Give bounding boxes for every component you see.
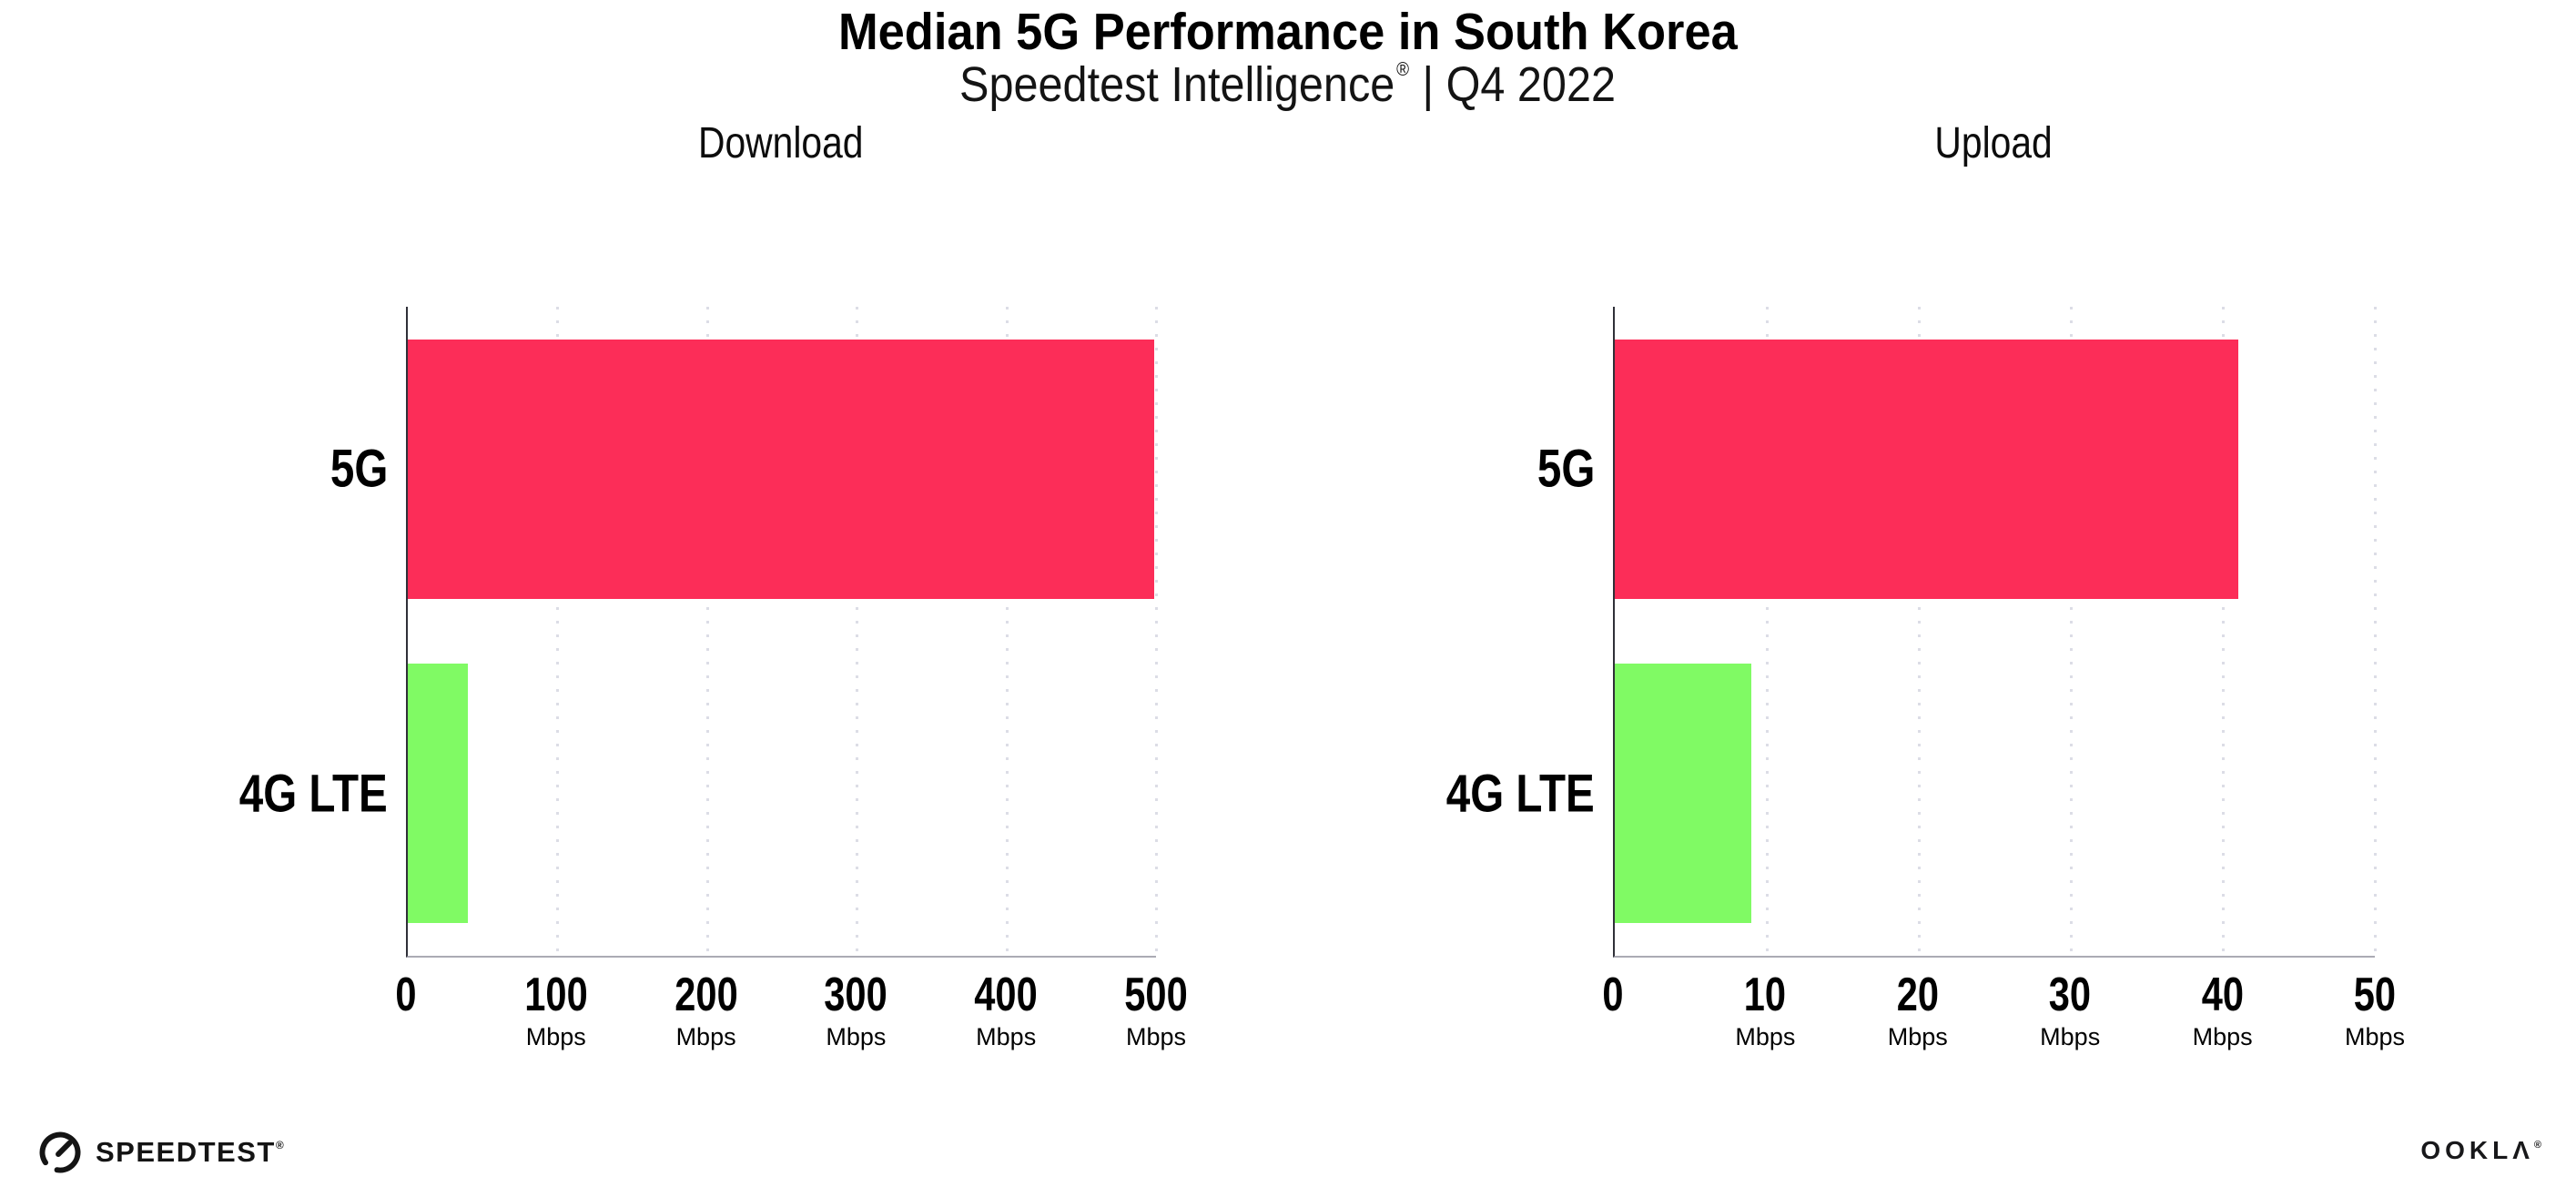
x-tick: 300 Mbps [824,969,888,1050]
bar-5g-download [408,339,1155,599]
x-tick: 200 Mbps [674,969,738,1050]
x-tick: 10 Mbps [1735,969,1796,1050]
category-label-4g-lte: 4G LTE [239,764,388,824]
x-tick: 40 Mbps [2192,969,2253,1050]
speedtest-gauge-icon [39,1131,81,1173]
subtitle-brand: Speedtest Intelligence [959,57,1395,112]
category-label-5g: 5G [1536,439,1595,499]
speedtest-logo: SPEEDTEST® [36,1129,284,1176]
x-tick: 20 Mbps [1887,969,1948,1050]
bar-5g-upload [1615,339,2238,599]
x-tick: 0 [395,969,417,1021]
gridline [1766,307,1769,958]
ookla-wordmark: OOKLΛ [2420,1136,2534,1164]
gridline [2374,307,2377,958]
registered-mark-icon: ® [1396,59,1410,80]
chart-title-upload: Upload [1934,119,2054,167]
category-label-5g: 5G [330,439,388,499]
ookla-logo: OOKLΛ® [2420,1136,2541,1165]
x-tick: 500 Mbps [1124,969,1188,1050]
gridline [705,307,709,958]
plot-area-download [406,307,1158,958]
x-tick: 400 Mbps [974,969,1038,1050]
gridline [1918,307,1921,958]
x-tick: 100 Mbps [524,969,588,1050]
subtitle-period: | Q4 2022 [1422,57,1617,112]
category-label-4g-lte: 4G LTE [1446,764,1595,824]
speedtest-wordmark: SPEEDTEST® [96,1136,284,1168]
page-title-text: Median 5G Performance in South Korea [838,3,1738,61]
registered-mark-icon: ® [2533,1140,2541,1151]
x-tick: 30 Mbps [2040,969,2101,1050]
chart-upload: Upload 5G 4G LTE 0 10 Mbps [1446,118,2405,1056]
gridline [2070,307,2073,958]
x-axis-upload: 0 10 Mbps 20 Mbps 30 Mbps 40 Mbps 50 Mbp… [1602,969,2405,1080]
plot-area-upload [1613,307,2377,958]
gridline [1005,307,1009,958]
page-title: Median 5G Performance in South Korea [0,2,2576,62]
bar-4g-lte-upload [1615,664,1752,924]
gridline [856,307,859,958]
x-tick: 0 [1602,969,1624,1021]
page-subtitle: Speedtest Intelligence® | Q4 2022 [0,56,2576,113]
gridline [2222,307,2225,958]
chart-title-download: Download [698,119,864,167]
bar-4g-lte-download [408,664,468,924]
gridline [556,307,560,958]
x-tick: 50 Mbps [2344,969,2406,1050]
registered-mark-icon: ® [275,1139,284,1151]
x-axis-download: 0 100 Mbps 200 Mbps 300 Mbps 400 Mbps 50… [395,969,1187,1080]
chart-download: Download 5G 4G LTE 0 100 Mbps [239,118,1188,1056]
gridline [1155,307,1158,958]
